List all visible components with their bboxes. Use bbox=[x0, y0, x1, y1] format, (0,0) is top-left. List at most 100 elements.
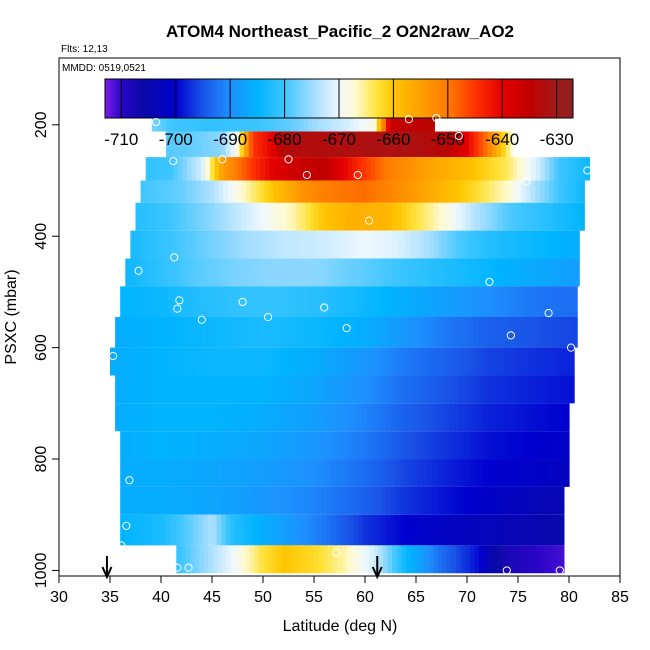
heatmap-cell bbox=[362, 403, 369, 432]
x-tick-label: 40 bbox=[152, 589, 170, 606]
heatmap-cell bbox=[342, 180, 348, 203]
heatmap-cell bbox=[392, 202, 398, 231]
heatmap-cell bbox=[500, 375, 506, 404]
heatmap-cell bbox=[349, 131, 355, 158]
heatmap-cell bbox=[236, 180, 243, 203]
heatmap-cell bbox=[307, 403, 314, 432]
heatmap-cell bbox=[133, 431, 140, 460]
heatmap-cell bbox=[482, 375, 488, 404]
heatmap-cell bbox=[558, 180, 564, 203]
heatmap-cell bbox=[434, 157, 441, 181]
heatmap-cell bbox=[275, 317, 281, 348]
heatmap-cell bbox=[514, 286, 521, 317]
heatmap-cell bbox=[450, 431, 456, 460]
heatmap-cell bbox=[384, 157, 390, 181]
heatmap-cell bbox=[510, 431, 516, 460]
heatmap-cell bbox=[408, 403, 415, 432]
heatmap-cell bbox=[302, 347, 308, 376]
plot-frame bbox=[58, 57, 621, 577]
heatmap-cell bbox=[438, 180, 445, 203]
heatmap-cell bbox=[212, 514, 218, 546]
heatmap-cell bbox=[505, 431, 511, 460]
sample-point bbox=[485, 277, 494, 287]
heatmap-cell bbox=[418, 131, 424, 158]
x-axis: 30 35 40 45 50 55 60 65 70 75 80 85 bbox=[50, 576, 629, 606]
heatmap-cell bbox=[303, 286, 309, 317]
heatmap-cell bbox=[505, 459, 511, 487]
heatmap-cell bbox=[376, 317, 382, 348]
heatmap-cell bbox=[143, 286, 149, 317]
heatmap-cell bbox=[468, 403, 474, 432]
heatmap-cell bbox=[551, 514, 557, 546]
heatmap-cell bbox=[402, 157, 408, 181]
sample-point bbox=[555, 566, 564, 575]
heatmap-cell bbox=[321, 317, 327, 348]
heatmap-cell bbox=[156, 459, 163, 487]
heatmap-cell bbox=[524, 286, 530, 317]
colorbar-tick-label: -630 bbox=[540, 130, 574, 149]
sample-point bbox=[125, 476, 134, 485]
heatmap-cell bbox=[198, 431, 204, 460]
heatmap-cell bbox=[373, 258, 379, 287]
heatmap-cell bbox=[257, 131, 264, 158]
heatmap-cell bbox=[381, 108, 387, 132]
heatmap-cell bbox=[234, 286, 241, 317]
heatmap-cell bbox=[213, 545, 219, 574]
heatmap-cell bbox=[209, 157, 216, 181]
heatmap-cell bbox=[175, 514, 181, 546]
y-tick-label: 1000 bbox=[33, 553, 50, 589]
heatmap-cell bbox=[404, 131, 410, 158]
colorbar-tick-label: -700 bbox=[159, 130, 193, 149]
latitude-arrow bbox=[101, 556, 113, 580]
heatmap-cell bbox=[351, 202, 357, 231]
heatmap-cell bbox=[464, 486, 470, 515]
heatmap-cell bbox=[436, 431, 443, 460]
heatmap-cell bbox=[426, 347, 432, 376]
heatmap-cell bbox=[418, 486, 424, 515]
heatmap-cell bbox=[414, 258, 420, 287]
heatmap-cell bbox=[411, 180, 417, 203]
heatmap-cell bbox=[315, 180, 321, 203]
heatmap-cell bbox=[532, 403, 538, 432]
heatmap-cell bbox=[552, 258, 558, 287]
heatmap-cell bbox=[406, 202, 412, 231]
heatmap-cell bbox=[469, 486, 475, 515]
heatmap-cell bbox=[149, 180, 155, 203]
heatmap-cell bbox=[327, 230, 333, 259]
heatmap-cell bbox=[502, 230, 508, 259]
heatmap-cell bbox=[303, 131, 309, 158]
heatmap-cell bbox=[297, 157, 303, 181]
heatmap-cell bbox=[281, 258, 287, 287]
heatmap-cell bbox=[125, 258, 131, 287]
heatmap-cell bbox=[369, 545, 375, 574]
heatmap-cell bbox=[472, 347, 478, 376]
heatmap-cell bbox=[198, 286, 204, 317]
heatmap-cell bbox=[326, 375, 332, 404]
heatmap-cell bbox=[221, 486, 227, 515]
heatmap-cell bbox=[234, 317, 240, 348]
heatmap-cell bbox=[280, 459, 287, 487]
heatmap-cell bbox=[308, 486, 314, 515]
heatmap-cell bbox=[372, 459, 378, 487]
heatmap-cell bbox=[310, 180, 316, 203]
y-tick-label: 600 bbox=[33, 334, 50, 361]
heatmap-cell bbox=[487, 486, 493, 515]
heatmap-cell bbox=[225, 431, 231, 460]
heatmap-cell bbox=[179, 131, 186, 158]
heatmap-cell bbox=[330, 108, 337, 132]
heatmap-cell bbox=[162, 258, 168, 287]
heatmap-cell bbox=[412, 347, 419, 376]
heatmap-cell bbox=[213, 202, 219, 231]
heatmap-cell bbox=[243, 375, 249, 404]
heatmap-cell bbox=[231, 230, 237, 259]
heatmap-cell bbox=[365, 180, 371, 203]
heatmap-cell bbox=[508, 157, 514, 181]
heatmap-cell bbox=[225, 459, 231, 487]
heatmap-cell bbox=[345, 514, 351, 546]
heatmap-cell bbox=[303, 486, 309, 515]
heatmap-cell bbox=[173, 157, 179, 181]
heatmap-cell bbox=[558, 157, 564, 181]
heatmap-cell bbox=[556, 286, 562, 317]
x-tick-label: 70 bbox=[458, 589, 476, 606]
